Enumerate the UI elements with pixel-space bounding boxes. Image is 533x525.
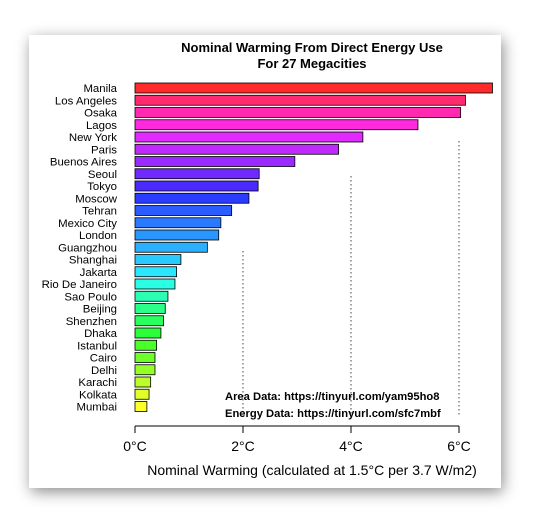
bar-paris: [134, 143, 339, 155]
x-tick-label-0: 0°C: [123, 438, 147, 454]
city-label-paris: Paris: [91, 144, 117, 156]
bar-guangzhou: [134, 241, 208, 253]
city-label-los-angeles: Los Angeles: [55, 95, 117, 107]
city-label-osaka: Osaka: [84, 108, 118, 120]
x-axis: 0°C 2°C 4°C 6°C: [123, 425, 471, 454]
bar-lagos: [134, 119, 419, 131]
x-axis-title: Nominal Warming (calculated at 1.5°C per…: [147, 462, 477, 478]
city-label-istanbul: Istanbul: [77, 340, 117, 352]
city-label-buenos-aires: Buenos Aires: [50, 157, 117, 169]
city-label-sao-poulo: Sao Poulo: [64, 291, 117, 303]
city-label-karachi: Karachi: [78, 377, 117, 389]
city-label-cairo: Cairo: [90, 353, 117, 365]
bar-jakarta: [134, 266, 177, 278]
city-label-shenzhen: Shenzhen: [66, 316, 117, 328]
city-label-guangzhou: Guangzhou: [58, 242, 117, 254]
city-label-mexico-city: Mexico City: [58, 218, 117, 230]
bar-manila: [134, 82, 493, 94]
chart: Nominal Warming From Direct Energy Use F…: [42, 40, 493, 478]
bar-mexico-city: [134, 217, 222, 229]
bar-karachi: [134, 376, 152, 388]
bar-cairo: [134, 352, 156, 363]
bar-kolkata: [134, 388, 150, 400]
x-tick-label-4: 4°C: [339, 438, 363, 454]
bar-moscow: [134, 192, 250, 204]
city-label-lagos: Lagos: [86, 120, 117, 132]
bar-tehran: [134, 205, 233, 216]
bar-shenzhen: [134, 315, 165, 327]
city-label-jakarta: Jakarta: [80, 267, 118, 279]
bar-mumbai: [134, 401, 148, 412]
bar-dhaka: [134, 327, 162, 339]
bar-london: [134, 229, 220, 241]
bar-los-angeles: [134, 94, 466, 106]
bar-sao-poulo: [134, 290, 169, 302]
city-label-london: London: [79, 230, 117, 242]
area-data-annotation: Area Data: https://tinyurl.com/yam95ho8: [225, 391, 439, 403]
city-label-shanghai: Shanghai: [69, 255, 117, 267]
chart-card: Nominal Warming From Direct Energy Use F…: [29, 35, 501, 488]
bar-osaka: [134, 107, 462, 118]
chart-title-line-2: For 27 Megacities: [257, 56, 366, 71]
bar-new-york: [134, 131, 364, 143]
city-label-tehran: Tehran: [82, 206, 117, 218]
city-label-mumbai: Mumbai: [76, 402, 117, 414]
chart-title-line-1: Nominal Warming From Direct Energy Use: [181, 40, 443, 55]
bar-seoul: [134, 168, 260, 180]
city-label-dhaka: Dhaka: [84, 328, 118, 340]
bar-tokyo: [134, 180, 259, 192]
grid-lines: [242, 141, 460, 416]
bar-shanghai: [134, 254, 182, 265]
city-label-manila: Manila: [83, 83, 117, 95]
city-label-seoul: Seoul: [88, 169, 117, 181]
city-label-tokyo: Tokyo: [87, 181, 117, 193]
city-label-beijing: Beijing: [83, 304, 117, 316]
city-label-rio-de-janeiro: Rio De Janeiro: [42, 279, 117, 291]
city-label-kolkata: Kolkata: [79, 389, 118, 401]
x-tick-label-6: 6°C: [447, 438, 471, 454]
city-label-moscow: Moscow: [75, 193, 118, 205]
bar-delhi: [134, 364, 156, 376]
energy-data-annotation: Energy Data: https://tinyurl.com/sfc7mbf: [225, 408, 441, 420]
bar-istanbul: [134, 339, 158, 351]
city-label-new-york: New York: [69, 132, 117, 144]
city-label-delhi: Delhi: [91, 365, 117, 377]
bar-beijing: [134, 303, 166, 314]
bars: [134, 82, 493, 412]
x-tick-label-2: 2°C: [231, 438, 255, 454]
bar-rio-de-janeiro: [134, 278, 176, 290]
bar-buenos-aires: [134, 156, 296, 167]
